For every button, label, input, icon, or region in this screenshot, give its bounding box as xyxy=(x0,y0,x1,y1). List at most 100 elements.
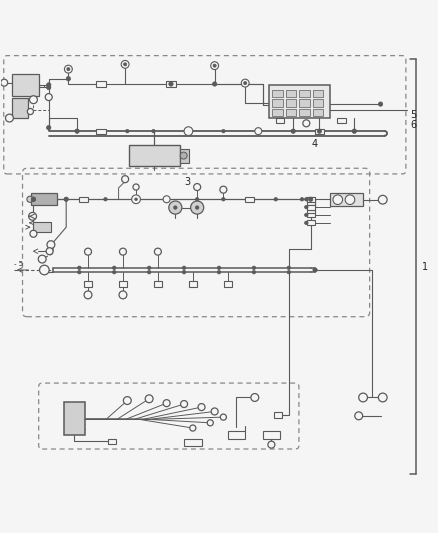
Bar xyxy=(307,205,314,211)
Circle shape xyxy=(378,195,387,204)
Bar xyxy=(263,431,280,439)
Bar xyxy=(307,205,314,209)
Bar xyxy=(33,222,51,231)
Circle shape xyxy=(207,420,213,426)
Bar xyxy=(330,193,363,206)
Circle shape xyxy=(353,130,356,133)
Circle shape xyxy=(222,198,225,201)
Circle shape xyxy=(124,63,127,66)
Circle shape xyxy=(29,96,37,103)
Circle shape xyxy=(220,186,227,193)
Bar xyxy=(31,193,57,205)
Circle shape xyxy=(244,82,247,85)
Circle shape xyxy=(64,197,68,201)
Circle shape xyxy=(84,291,92,299)
Circle shape xyxy=(287,270,290,274)
Circle shape xyxy=(212,82,217,86)
Circle shape xyxy=(163,400,170,407)
Circle shape xyxy=(191,201,204,214)
Bar xyxy=(228,431,245,439)
Bar xyxy=(337,118,346,123)
Circle shape xyxy=(252,270,256,274)
Bar xyxy=(272,109,283,116)
Circle shape xyxy=(75,130,79,133)
Circle shape xyxy=(248,198,251,201)
Circle shape xyxy=(31,197,35,201)
Bar xyxy=(96,82,106,87)
Bar xyxy=(272,99,283,107)
Circle shape xyxy=(135,198,138,200)
Circle shape xyxy=(198,403,205,410)
Circle shape xyxy=(190,425,196,431)
Circle shape xyxy=(124,397,131,405)
Circle shape xyxy=(251,393,259,401)
Circle shape xyxy=(291,130,295,133)
Circle shape xyxy=(274,198,278,201)
Circle shape xyxy=(145,395,153,403)
Circle shape xyxy=(99,130,103,133)
Circle shape xyxy=(304,198,308,201)
Circle shape xyxy=(134,198,138,201)
Circle shape xyxy=(255,128,262,135)
Circle shape xyxy=(304,205,308,209)
Circle shape xyxy=(119,291,127,299)
Circle shape xyxy=(165,198,168,201)
Circle shape xyxy=(27,196,33,203)
Bar xyxy=(307,213,314,217)
Circle shape xyxy=(126,130,129,133)
Bar xyxy=(286,90,296,97)
Bar xyxy=(299,109,310,116)
Circle shape xyxy=(182,270,186,274)
Circle shape xyxy=(333,195,343,205)
Circle shape xyxy=(182,266,186,270)
Circle shape xyxy=(152,130,155,133)
Circle shape xyxy=(46,85,51,90)
Circle shape xyxy=(78,270,81,274)
Circle shape xyxy=(378,393,387,402)
Bar xyxy=(307,197,314,201)
Bar xyxy=(154,281,162,287)
Circle shape xyxy=(122,176,129,183)
Circle shape xyxy=(67,68,70,71)
Circle shape xyxy=(194,183,201,190)
Circle shape xyxy=(355,412,363,420)
Circle shape xyxy=(303,120,310,127)
Circle shape xyxy=(148,266,151,270)
Text: 5: 5 xyxy=(410,110,417,120)
Circle shape xyxy=(6,114,13,122)
Circle shape xyxy=(359,393,367,402)
Circle shape xyxy=(378,102,383,106)
Circle shape xyxy=(169,82,173,86)
Circle shape xyxy=(85,248,92,255)
Circle shape xyxy=(213,64,216,67)
Circle shape xyxy=(291,129,295,133)
Bar xyxy=(286,99,296,107)
Circle shape xyxy=(252,266,256,270)
Circle shape xyxy=(64,65,72,73)
Circle shape xyxy=(169,201,182,214)
Circle shape xyxy=(66,77,71,81)
Circle shape xyxy=(304,221,308,224)
Circle shape xyxy=(113,266,116,270)
Circle shape xyxy=(180,400,187,408)
Bar xyxy=(314,128,324,134)
Circle shape xyxy=(257,130,260,133)
Bar xyxy=(299,90,310,97)
Circle shape xyxy=(268,441,275,448)
Bar xyxy=(299,99,310,107)
Circle shape xyxy=(64,198,68,201)
Circle shape xyxy=(132,195,141,204)
Circle shape xyxy=(352,129,357,133)
Text: - 5: - 5 xyxy=(14,261,23,268)
Circle shape xyxy=(38,255,46,263)
Circle shape xyxy=(82,198,85,201)
Bar xyxy=(313,90,323,97)
Circle shape xyxy=(148,270,151,274)
Circle shape xyxy=(241,79,249,87)
Bar xyxy=(286,109,296,116)
Circle shape xyxy=(75,129,79,133)
Circle shape xyxy=(104,198,107,201)
Circle shape xyxy=(27,108,33,115)
Bar xyxy=(189,281,197,287)
Circle shape xyxy=(133,184,139,190)
